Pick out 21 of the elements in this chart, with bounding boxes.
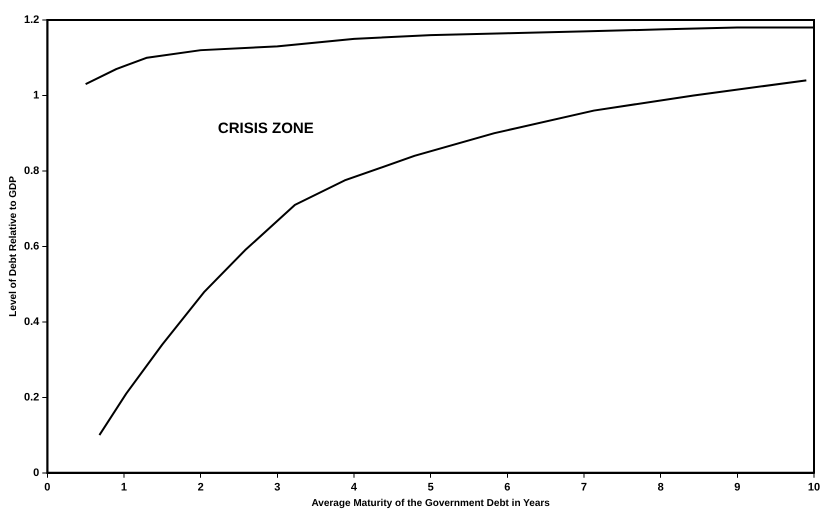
x-tick-label: 6 [504, 481, 510, 494]
x-tick-label: 4 [350, 481, 358, 494]
x-tick-label: 9 [734, 481, 740, 494]
x-tick-label: 5 [428, 481, 434, 494]
y-tick-label: 1 [33, 90, 40, 102]
annotation: CRISIS ZONE [218, 120, 314, 137]
x-tick-label: 3 [274, 481, 280, 494]
x-tick-label: 1 [120, 481, 128, 494]
x-tick-label: 2 [198, 481, 204, 494]
y-tick-label: 0.4 [24, 316, 40, 328]
x-axis-title: Average Maturity of the Government Debt in Years [311, 498, 550, 509]
y-axis-title: Level of Debt Relative to GDP [8, 176, 19, 317]
y-tick-label: 0.8 [24, 164, 40, 177]
x-tick-label: 7 [580, 481, 588, 494]
x-tick-label: 8 [658, 481, 664, 494]
x-tick-label: 0 [44, 481, 50, 494]
y-tick-label: 0 [33, 466, 40, 479]
x-tick-label: 10 [808, 481, 820, 494]
y-tick-label: 1.2 [24, 14, 40, 26]
y-tick-label: 0.6 [24, 240, 40, 252]
y-tick-label: 0.2 [24, 391, 40, 404]
